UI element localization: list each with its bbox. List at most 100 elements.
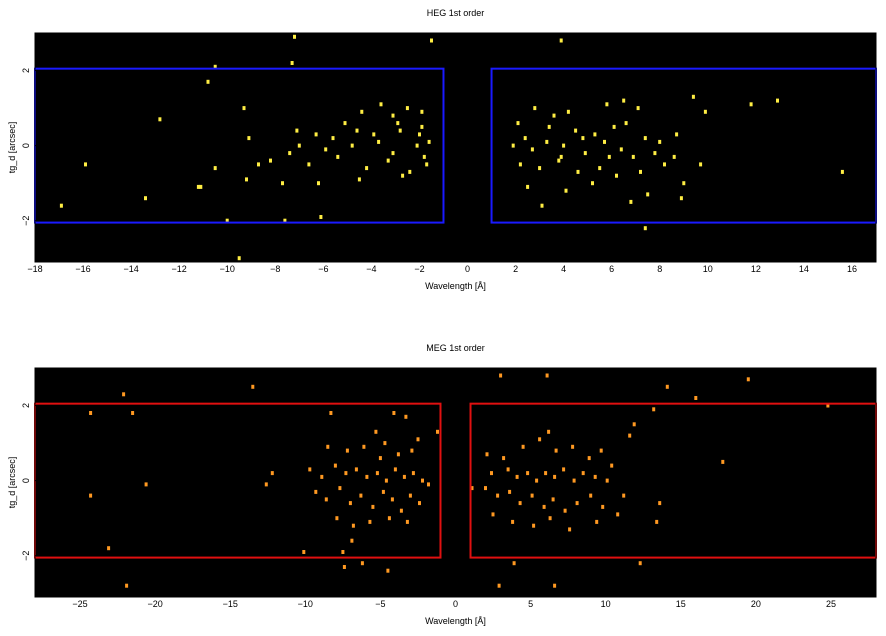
- data-point: [281, 181, 284, 186]
- data-point: [89, 493, 93, 498]
- data-point: [343, 121, 347, 126]
- data-point: [840, 169, 844, 174]
- data-point: [511, 519, 515, 524]
- x-tick-label: 16: [847, 264, 857, 274]
- chart-0: HEG 1st order −18 −16 −14 −12 −10 −8 −6 −4 −2 0 2 4 6…: [7, 8, 877, 291]
- data-point: [574, 128, 578, 133]
- data-point: [391, 113, 395, 118]
- data-point: [484, 486, 487, 491]
- x-tick-label: 4: [561, 264, 566, 274]
- data-point: [526, 184, 530, 189]
- data-point: [396, 452, 400, 457]
- data-point: [575, 501, 579, 506]
- data-point: [213, 64, 217, 69]
- data-point: [682, 181, 686, 186]
- data-point: [538, 166, 542, 171]
- data-point: [158, 117, 162, 122]
- data-point: [628, 433, 632, 438]
- data-point: [372, 132, 376, 137]
- y-tick-label: −2: [21, 551, 31, 561]
- data-point: [399, 508, 403, 513]
- data-point: [572, 478, 576, 483]
- data-point: [532, 523, 536, 528]
- data-point: [386, 568, 390, 573]
- data-point: [554, 448, 558, 453]
- data-point: [377, 139, 381, 144]
- x-tick-label: −5: [375, 599, 385, 609]
- data-point: [242, 106, 246, 111]
- data-point: [643, 226, 647, 231]
- x-tick-label: −6: [318, 264, 328, 274]
- data-point: [408, 169, 412, 174]
- data-point: [283, 218, 287, 223]
- data-point: [636, 106, 640, 111]
- data-point: [587, 456, 591, 461]
- data-point: [694, 396, 698, 400]
- data-point: [559, 154, 563, 159]
- data-point: [470, 486, 474, 491]
- data-point: [344, 471, 348, 476]
- data-point: [320, 474, 324, 479]
- data-point: [538, 437, 542, 442]
- data-point: [247, 136, 251, 141]
- data-point: [378, 456, 382, 461]
- data-point: [418, 132, 421, 137]
- data-point: [396, 121, 400, 126]
- data-point: [518, 162, 522, 167]
- x-tick-label: 20: [751, 599, 761, 609]
- x-tick-label: 5: [528, 599, 533, 609]
- data-point: [551, 497, 555, 502]
- data-point: [314, 132, 318, 137]
- data-point: [89, 411, 93, 415]
- x-tick-label: 10: [703, 264, 713, 274]
- data-point: [383, 441, 387, 446]
- data-point: [336, 154, 340, 159]
- data-point: [317, 181, 320, 186]
- x-tick-label: 14: [799, 264, 809, 274]
- data-point: [490, 471, 493, 476]
- data-point: [295, 128, 299, 133]
- data-point: [425, 162, 429, 167]
- data-point: [624, 121, 628, 126]
- data-point: [390, 497, 394, 502]
- data-point: [368, 519, 372, 524]
- data-point: [559, 38, 563, 43]
- data-point: [379, 102, 383, 107]
- data-point: [776, 98, 779, 103]
- data-point: [354, 467, 358, 472]
- x-axis-label: Wavelength [Å]: [425, 616, 486, 626]
- data-point: [107, 546, 111, 551]
- x-tick-label: −16: [75, 264, 90, 274]
- data-point: [548, 516, 552, 521]
- data-point: [405, 519, 409, 524]
- chart-1: MEG 1st order−25 −20 −15 −10 −5 0 5 10 15 20 25−20…: [7, 343, 877, 626]
- data-point: [430, 38, 433, 43]
- data-point: [324, 497, 328, 502]
- x-tick-label: 12: [751, 264, 761, 274]
- data-point: [544, 471, 548, 476]
- data-point: [610, 463, 614, 468]
- data-point: [547, 429, 551, 434]
- data-point: [515, 474, 519, 479]
- x-tick-label: 15: [676, 599, 686, 609]
- data-point: [326, 444, 330, 449]
- data-point: [381, 489, 385, 494]
- data-point: [552, 113, 556, 118]
- data-point: [199, 184, 203, 189]
- data-point: [348, 501, 352, 506]
- data-point: [622, 493, 626, 498]
- data-point: [605, 102, 609, 107]
- data-point: [646, 192, 650, 197]
- data-point: [553, 583, 557, 588]
- data-point: [542, 504, 546, 509]
- data-point: [511, 143, 515, 148]
- data-point: [581, 471, 585, 476]
- data-point: [213, 166, 217, 171]
- y-tick-label: 0: [21, 143, 31, 148]
- x-tick-label: 0: [453, 599, 458, 609]
- data-point: [547, 124, 551, 129]
- data-point: [583, 151, 587, 156]
- data-point: [593, 132, 597, 137]
- data-point: [516, 121, 520, 126]
- data-point: [699, 162, 703, 167]
